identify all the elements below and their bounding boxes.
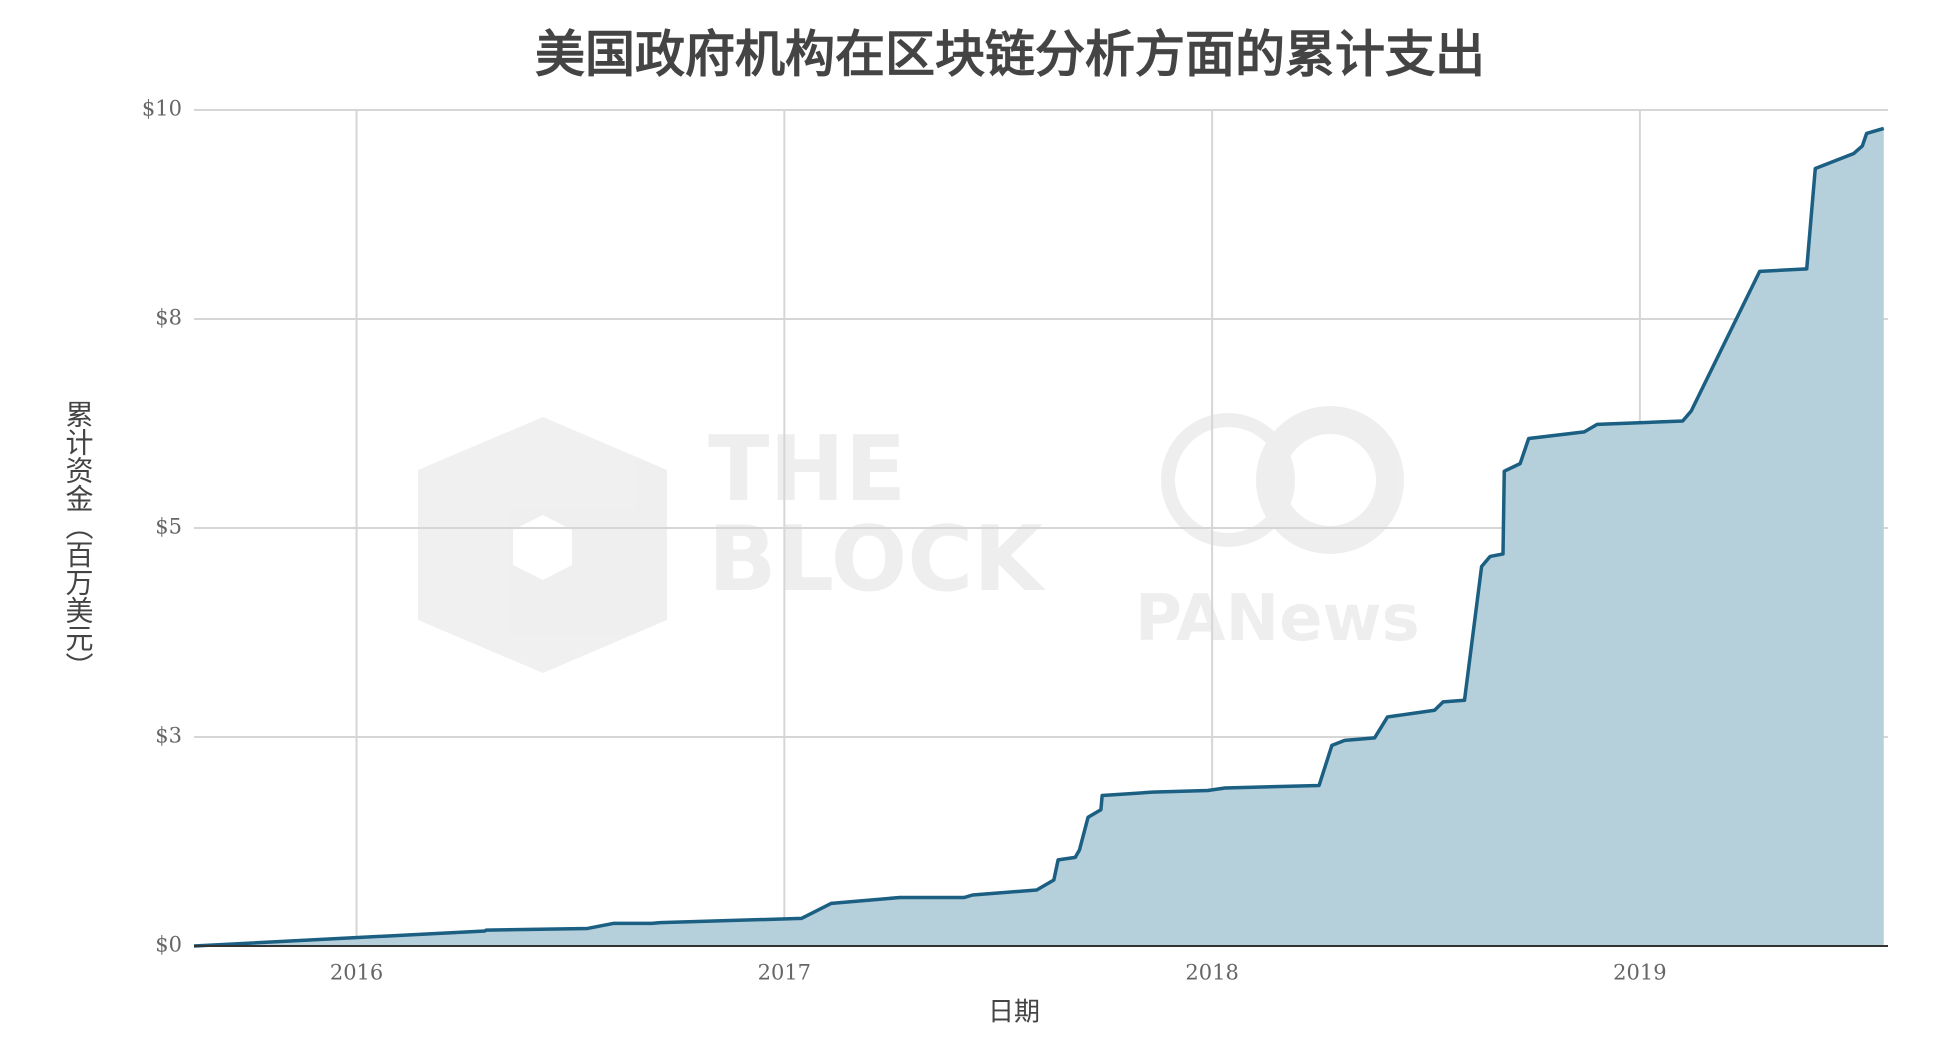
area [194, 128, 1884, 947]
y-axis-label: 累计资金（百万美元） [62, 400, 95, 680]
watermark-text: BLOCK [708, 507, 1046, 612]
y-tick-label: $0 [155, 933, 182, 957]
x-tick-label: 2018 [1185, 961, 1238, 985]
watermark-logo [1256, 406, 1404, 554]
y-tick-label: $10 [142, 97, 182, 121]
x-tick-label: 2017 [758, 961, 811, 985]
watermark-logo [1161, 413, 1295, 547]
x-tick-label: 2019 [1613, 961, 1666, 985]
x-tick-label: 2016 [330, 961, 383, 985]
y-tick-label: $3 [155, 724, 182, 748]
y-tick-label: $8 [155, 306, 182, 330]
x-axis-label: 日期 [988, 998, 1040, 1028]
watermark-text: PANews [1135, 582, 1420, 656]
line [193, 126, 1885, 948]
watermark: THE BLOCK PANews [418, 406, 1420, 673]
y-tick-label: $5 [155, 515, 182, 539]
watermark-logo [513, 515, 572, 580]
chart-title: 美国政府机构在区块链分析方面的累计支出 [535, 26, 1485, 84]
watermark-text: THE [708, 417, 906, 522]
